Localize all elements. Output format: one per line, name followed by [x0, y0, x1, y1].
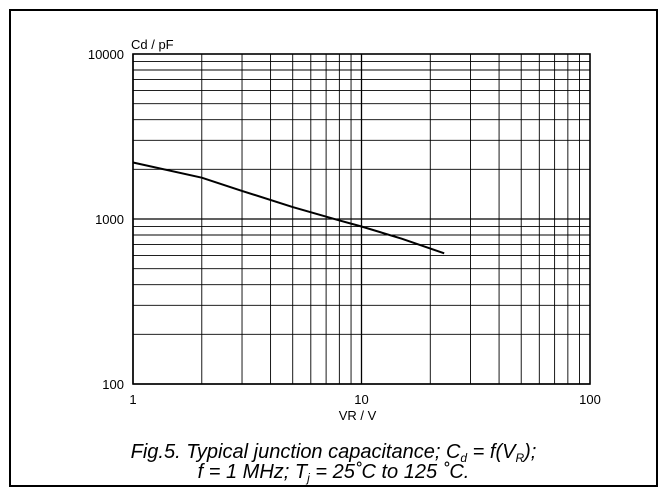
- x-tick-label: 10: [354, 392, 368, 407]
- caption-subscript: j: [307, 471, 310, 485]
- x-tick-labels: 1 10 100: [129, 392, 600, 407]
- x-tick-label: 1: [129, 392, 136, 407]
- y-tick-labels: 100 1000 10000: [88, 47, 124, 392]
- x-axis-label: VR / V: [339, 408, 377, 423]
- y-axis-label: Cd / pF: [131, 37, 174, 52]
- caption-subscript: R: [515, 451, 525, 465]
- series-line: [132, 161, 445, 255]
- y-tick-label: 100: [102, 377, 124, 392]
- caption-subscript: d: [460, 451, 468, 465]
- x-tick-label: 100: [579, 392, 601, 407]
- chart-grid: [132, 54, 590, 385]
- caption-text: f = 1 MHz; T: [197, 461, 308, 483]
- caption-line-2: f = 1 MHz; Tj = 25˚C to 125 ˚C.: [11, 461, 656, 485]
- caption-text: = 25˚C to 125 ˚C.: [309, 461, 470, 483]
- caption-text: = f(V: [467, 441, 516, 463]
- y-tick-label: 10000: [88, 47, 124, 62]
- caption-text: );: [524, 441, 537, 463]
- figure-frame: [9, 9, 658, 487]
- caption-line-1: Fig.5. Typical junction capacitance; Cd …: [11, 441, 656, 465]
- figure-caption: Fig.5. Typical junction capacitance; Cd …: [11, 441, 656, 485]
- caption-text: Fig.5. Typical junction capacitance; C: [130, 441, 461, 463]
- plot-area-border: [132, 53, 591, 385]
- y-tick-label: 1000: [95, 212, 124, 227]
